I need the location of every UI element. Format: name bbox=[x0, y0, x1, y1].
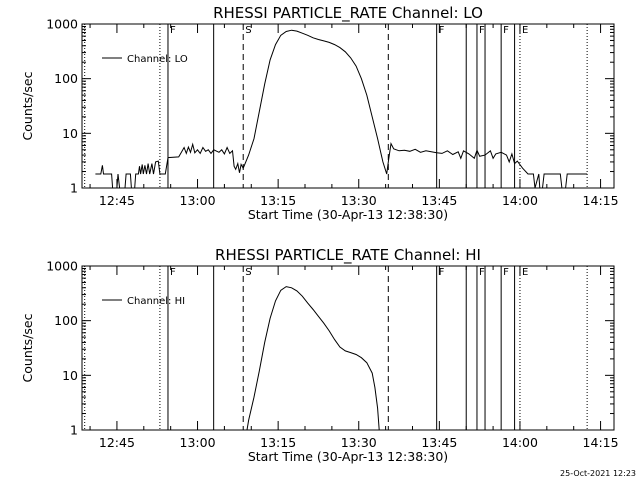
y-tick-label: 10 bbox=[62, 126, 78, 141]
x-tick-label: 12:45 bbox=[99, 435, 135, 450]
event-marker-label: S bbox=[245, 25, 251, 36]
y-tick-label: 1000 bbox=[46, 259, 78, 274]
x-tick-label: 14:15 bbox=[583, 435, 619, 450]
event-marker-label: S bbox=[245, 267, 251, 278]
y-tick-label: 100 bbox=[54, 313, 78, 328]
panel-channel-hi: RHESSI PARTICLE_RATE Channel: HI 1 10 100 10… bbox=[20, 246, 619, 464]
chart-title: RHESSI PARTICLE_RATE Channel: HI bbox=[215, 246, 481, 265]
plot-frame bbox=[81, 265, 615, 431]
x-tick-label: 13:00 bbox=[180, 193, 216, 208]
panel-channel-lo: RHESSI PARTICLE_RATE Channel: LO 1 10 100 10… bbox=[20, 4, 619, 222]
y-axis-label: Counts/sec bbox=[20, 71, 35, 140]
legend-label: Channel: LO bbox=[127, 54, 188, 65]
event-marker-label: E bbox=[522, 267, 528, 278]
series-line bbox=[95, 29, 588, 189]
x-tick-label: 14:15 bbox=[583, 193, 619, 208]
event-marker-label: F bbox=[479, 267, 485, 278]
event-marker-label: F bbox=[170, 25, 176, 36]
x-tick-label: 14:00 bbox=[502, 435, 538, 450]
event-marker-label: F bbox=[439, 267, 445, 278]
x-tick-label: 13:30 bbox=[341, 435, 377, 450]
y-tick-label: 1000 bbox=[46, 17, 78, 32]
y-tick-label: 10 bbox=[62, 368, 78, 383]
legend-label: Channel: HI bbox=[127, 296, 185, 307]
event-marker-label: F bbox=[170, 267, 176, 278]
timestamp-footer: 25-Oct-2021 12:23 bbox=[560, 469, 636, 478]
x-tick-label: 13:15 bbox=[260, 435, 296, 450]
event-marker-label: F bbox=[503, 25, 509, 36]
event-marker-label: F bbox=[503, 267, 509, 278]
x-tick-label: 13:15 bbox=[260, 193, 296, 208]
event-marker-label: F bbox=[479, 25, 485, 36]
event-marker-label: F bbox=[439, 25, 445, 36]
y-tick-label: 1 bbox=[70, 423, 78, 438]
x-axis-label: Start Time (30-Apr-13 12:38:30) bbox=[248, 207, 448, 222]
y-tick-label: 1 bbox=[70, 181, 78, 196]
x-axis-label: Start Time (30-Apr-13 12:38:30) bbox=[248, 449, 448, 464]
event-marker-label: E bbox=[522, 25, 528, 36]
x-tick-label: 12:45 bbox=[99, 193, 135, 208]
y-tick-label: 100 bbox=[54, 71, 78, 86]
y-axis-label: Counts/sec bbox=[20, 313, 35, 382]
x-tick-label: 13:45 bbox=[421, 435, 457, 450]
chart-title: RHESSI PARTICLE_RATE Channel: LO bbox=[213, 4, 483, 23]
plot-frame bbox=[81, 23, 615, 189]
x-tick-label: 13:45 bbox=[421, 193, 457, 208]
x-tick-label: 13:00 bbox=[180, 435, 216, 450]
series-line bbox=[246, 286, 380, 431]
x-tick-label: 14:00 bbox=[502, 193, 538, 208]
x-tick-label: 13:30 bbox=[341, 193, 377, 208]
